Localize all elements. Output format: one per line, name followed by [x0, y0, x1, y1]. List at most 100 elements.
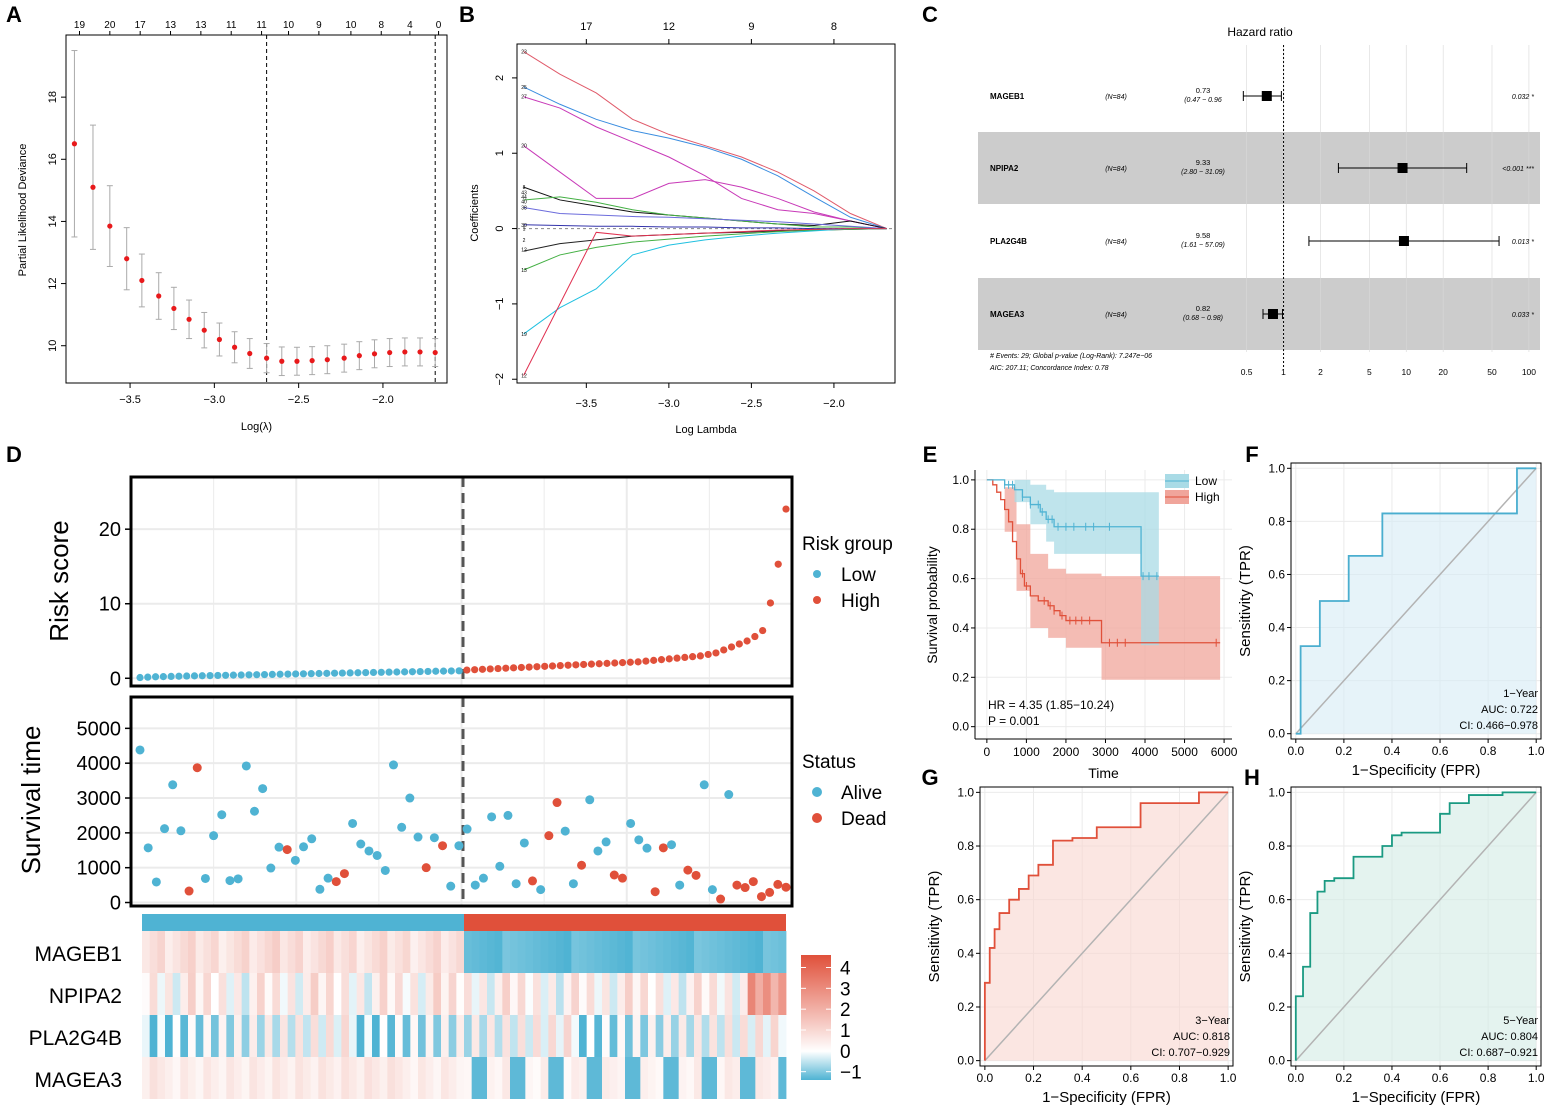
panel-h: 0.00.0 0.2 0.2 0.4 0.4 0.6 0.6 0.8 0.8 1.0 1.0 1−Sp…: [1237, 785, 1545, 1106]
heatmap-cell: [724, 931, 733, 973]
heatmap-cell: [441, 973, 450, 1015]
heatmap-cell: [195, 1057, 204, 1099]
heatmap-cell: [617, 931, 626, 973]
heatmap-cell: [663, 931, 672, 973]
heatmap-cell: [747, 973, 756, 1015]
heatmap-cell: [303, 1057, 312, 1099]
survival-point: [781, 882, 791, 892]
heatmap-cell: [594, 1057, 603, 1099]
survival-point: [233, 874, 243, 884]
heatmap-cell: [310, 973, 319, 1015]
risk-score-point: [704, 650, 712, 659]
x-tick-label: 0.4: [1074, 1071, 1091, 1085]
heatmap-cell: [533, 1057, 542, 1099]
survival-point: [756, 892, 766, 902]
deviance-point: [231, 344, 238, 350]
heatmap-cell: [632, 931, 641, 973]
heatmap-cell: [494, 1057, 503, 1099]
heatmap-row-label: NPIPA2: [49, 985, 122, 1008]
heatmap-cell: [648, 1015, 657, 1057]
forest-x-tick-label: 10: [1402, 367, 1412, 377]
heatmap-cell: [563, 931, 572, 973]
survival-point: [282, 845, 292, 855]
heatmap-cell: [418, 931, 427, 973]
legend-title: Risk group: [802, 534, 893, 555]
heatmap-cell: [341, 1057, 350, 1099]
group-bar-high: [464, 914, 786, 931]
panel-c: Hazard ratio MAGEB1 (N=84) 0.73 (0.47 − 0.96…: [978, 25, 1540, 377]
x-axis-title: 1−Specificity (FPR): [1352, 762, 1481, 779]
heatmap-cell: [333, 973, 342, 1015]
heatmap-cell: [533, 931, 542, 973]
deviance-point: [264, 355, 270, 361]
y-tick-label: 0.0: [1268, 727, 1285, 741]
heatmap-cell: [678, 1015, 687, 1057]
heatmap-cell: [287, 1057, 296, 1099]
x-tick-label: −3.5: [119, 394, 141, 406]
top-count-label: 13: [195, 20, 207, 31]
risk-score-point: [369, 668, 378, 677]
heatmap-cell: [625, 973, 634, 1015]
heatmap-cell: [471, 1015, 480, 1057]
survival-point: [626, 818, 636, 828]
heatmap-cell: [218, 973, 227, 1015]
survival-point: [380, 865, 390, 875]
roc-diagonal: [1295, 791, 1537, 1062]
risk-score-point: [229, 671, 237, 679]
survival-point: [184, 886, 194, 896]
path-label: 12: [521, 248, 527, 254]
y-tick-label: 0.8: [1268, 514, 1285, 528]
heatmap-cell: [563, 1015, 572, 1057]
y-tick-label: 10: [47, 340, 59, 352]
survival-point: [609, 870, 619, 880]
heatmap-cell: [395, 1057, 404, 1099]
heatmap-cell: [602, 973, 611, 1015]
heatmap-cell: [510, 973, 519, 1015]
heatmap-cell: [479, 973, 488, 1015]
risk-score-point: [657, 656, 666, 664]
heatmap-cell: [318, 931, 327, 973]
y-tick-label: 0.6: [1268, 567, 1285, 581]
heatmap-cell: [433, 931, 442, 973]
heatmap-cell: [525, 1057, 534, 1099]
top-count-label: 11: [226, 20, 237, 31]
survival-point: [601, 837, 611, 847]
y-tick-label: 1.0: [957, 785, 974, 799]
heatmap-cell: [494, 931, 503, 973]
heatmap-cell: [318, 1015, 327, 1057]
heatmap-cell: [663, 1015, 672, 1057]
heatmap-cell: [456, 1015, 465, 1057]
heatmap-cell: [356, 931, 365, 973]
heatmap-cell: [571, 1015, 580, 1057]
x-axis-title: 1−Specificity (FPR): [1352, 1089, 1481, 1106]
x-tick-label: 1.0: [1220, 1071, 1237, 1085]
heatmap-cell: [732, 1015, 741, 1057]
risk-score-point: [385, 668, 393, 676]
heatmap-cell: [249, 973, 258, 1015]
survival-point: [258, 784, 268, 794]
roc-curve: [1295, 467, 1537, 735]
heatmap-cell: [556, 931, 565, 973]
heatmap-cell: [303, 973, 312, 1015]
heatmap-cell: [456, 1057, 465, 1099]
risk-score-point: [315, 669, 323, 678]
heatmap-cell: [425, 973, 434, 1015]
survival-point: [429, 833, 439, 843]
heatmap-cell: [625, 1015, 634, 1057]
heatmap-cell: [510, 931, 519, 973]
heatmap-cell: [579, 1015, 588, 1057]
forest-hr-box: [1397, 163, 1408, 173]
panel-letter-D: D: [6, 442, 22, 467]
heatmap-cell: [778, 1057, 787, 1099]
heatmap-cell: [640, 973, 649, 1015]
coefficient-path: [523, 228, 887, 271]
heatmap-cell: [732, 973, 741, 1015]
coefficient-path: [523, 228, 887, 335]
risk-score-point: [611, 659, 619, 667]
heatmap-cell: [379, 1057, 388, 1099]
survival-point: [372, 850, 382, 860]
forest-p-label: 0.033 *: [1512, 312, 1534, 319]
heatmap-cell: [525, 931, 534, 973]
heatmap-cell: [594, 973, 603, 1015]
top-count-label: 17: [580, 21, 592, 33]
